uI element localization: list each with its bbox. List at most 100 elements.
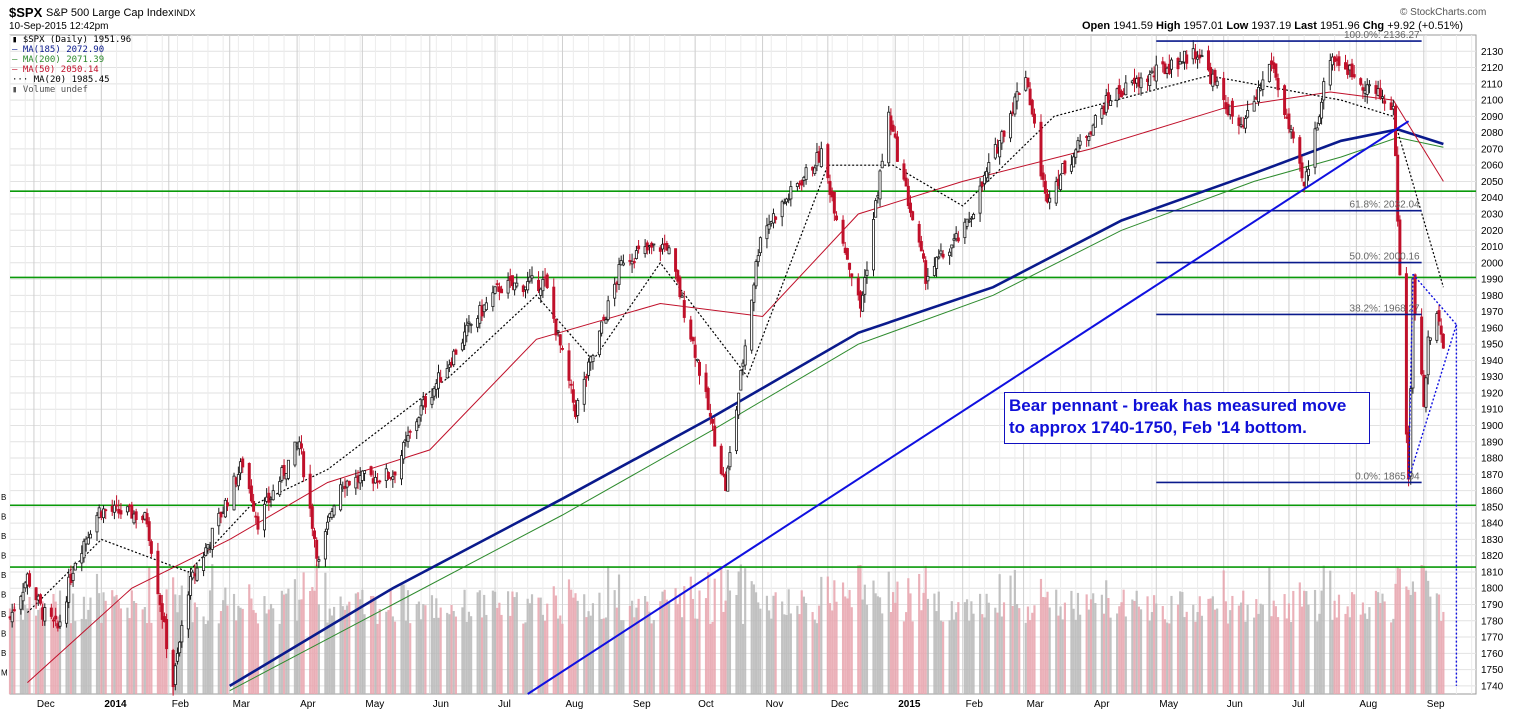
volume-axis-label: B bbox=[1, 513, 6, 522]
volume-bar bbox=[698, 590, 701, 694]
candle-body bbox=[82, 540, 86, 559]
volume-bar bbox=[1424, 570, 1428, 694]
volume-bar bbox=[754, 592, 758, 694]
volume-bar bbox=[957, 602, 960, 694]
candle-body bbox=[241, 458, 245, 468]
volume-bars-icon: ▮ bbox=[12, 85, 23, 95]
volume-bar bbox=[1331, 619, 1334, 694]
candle-body bbox=[998, 140, 1002, 158]
candle-body bbox=[1009, 113, 1013, 139]
volume-bar bbox=[1131, 599, 1134, 694]
candle-body bbox=[1257, 86, 1260, 103]
x-tick-label: 2015 bbox=[898, 699, 921, 710]
candle-body bbox=[310, 506, 314, 529]
volume-bar bbox=[1429, 596, 1432, 694]
volume-bar bbox=[522, 623, 525, 694]
volume-bar bbox=[1139, 609, 1143, 694]
volume-bar bbox=[926, 598, 929, 694]
volume-bar bbox=[800, 590, 803, 694]
volume-bar bbox=[998, 574, 1001, 694]
volume-bar bbox=[1313, 589, 1317, 694]
volume-bar bbox=[209, 590, 212, 694]
volume-bar bbox=[1107, 598, 1110, 694]
volume-bar bbox=[28, 596, 31, 694]
candle-body bbox=[1380, 96, 1384, 99]
volume-bar bbox=[1396, 567, 1399, 694]
volume-bar bbox=[1368, 607, 1371, 694]
y-tick-label: 1990 bbox=[1481, 275, 1504, 286]
candle-body bbox=[576, 400, 580, 416]
candle-body bbox=[526, 281, 530, 291]
volume-bar bbox=[1209, 598, 1212, 694]
y-tick-label: 1960 bbox=[1481, 323, 1504, 334]
candle-body bbox=[256, 516, 260, 530]
candle-body bbox=[323, 531, 327, 560]
candle-body bbox=[402, 442, 406, 460]
volume-bar bbox=[265, 613, 268, 694]
candle-body bbox=[210, 527, 214, 550]
x-tick-label: Sep bbox=[1427, 699, 1445, 710]
candle-body bbox=[1013, 96, 1017, 115]
candle-body bbox=[606, 300, 610, 320]
volume-bar bbox=[515, 592, 518, 694]
volume-bar bbox=[1211, 596, 1214, 694]
volume-bar bbox=[633, 617, 636, 694]
volume-bar bbox=[69, 623, 72, 694]
candle-body bbox=[1106, 92, 1110, 103]
volume-bar bbox=[1161, 606, 1164, 694]
volume-bar bbox=[1390, 622, 1393, 694]
y-tick-label: 1870 bbox=[1481, 470, 1504, 481]
x-tick-label: Feb bbox=[966, 699, 984, 710]
volume-bar bbox=[741, 623, 745, 694]
candle-body bbox=[430, 396, 434, 405]
volume-bar bbox=[126, 607, 129, 694]
volume-bar bbox=[454, 616, 457, 694]
volume-bar bbox=[659, 601, 662, 694]
volume-bar bbox=[35, 615, 38, 694]
volume-bar bbox=[393, 621, 397, 694]
volume-bar bbox=[406, 590, 410, 694]
volume-bar bbox=[661, 591, 664, 694]
volume-bar bbox=[433, 617, 436, 694]
candle-body bbox=[408, 430, 412, 433]
candle-body bbox=[125, 506, 129, 513]
volume-bar bbox=[239, 607, 242, 694]
volume-bar bbox=[1092, 593, 1095, 694]
volume-bar bbox=[981, 614, 984, 694]
candle-body bbox=[112, 504, 116, 513]
fib-label: 38.2%: 1968.27 bbox=[1350, 303, 1420, 314]
candle-body bbox=[891, 124, 895, 132]
candle-body bbox=[52, 619, 55, 622]
volume-bar bbox=[935, 611, 938, 694]
high-value: 1957.01 bbox=[1183, 20, 1224, 32]
volume-bar bbox=[576, 600, 579, 694]
y-tick-label: 1860 bbox=[1481, 486, 1504, 497]
volume-bar bbox=[707, 572, 710, 694]
y-tick-label: 2050 bbox=[1481, 177, 1504, 188]
volume-bar bbox=[528, 603, 531, 694]
y-tick-label: 2040 bbox=[1481, 193, 1504, 204]
y-tick-label: 1850 bbox=[1481, 502, 1504, 513]
volume-bar bbox=[252, 610, 255, 694]
candle-body bbox=[739, 370, 743, 391]
volume-bar bbox=[1346, 606, 1349, 694]
volume-bar bbox=[965, 599, 969, 694]
candle-body bbox=[878, 170, 882, 200]
y-tick-label: 1830 bbox=[1481, 535, 1504, 546]
volume-bar bbox=[269, 603, 273, 694]
volume-bar bbox=[1229, 610, 1232, 694]
candle-body bbox=[391, 476, 395, 480]
candle-body bbox=[469, 323, 473, 326]
candle-body bbox=[1124, 82, 1128, 96]
volume-bar bbox=[918, 573, 921, 694]
candle-body bbox=[756, 255, 760, 263]
chg-value: +9.92 (+0.51%) bbox=[1387, 20, 1464, 32]
volume-bar bbox=[820, 576, 823, 694]
volume-bar bbox=[881, 613, 884, 694]
volume-bar bbox=[317, 604, 320, 694]
volume-bar bbox=[87, 609, 90, 694]
volume-bar bbox=[1255, 599, 1258, 694]
volume-bar bbox=[1153, 595, 1156, 694]
volume-bar bbox=[865, 604, 869, 694]
volume-bar bbox=[26, 608, 29, 694]
